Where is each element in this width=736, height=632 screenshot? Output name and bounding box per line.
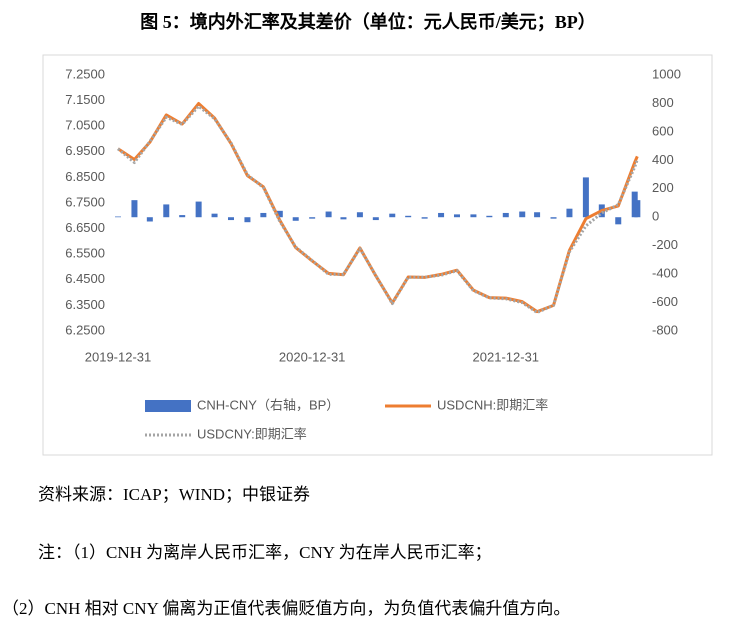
bar: [276, 210, 283, 218]
y2-tick-label: -600: [652, 294, 678, 309]
bar: [292, 217, 299, 221]
chart: 6.2500 6.3500 6.4500 6.5500 6.6500 6.7500 6.85…: [42, 54, 713, 456]
legend-label: USDCNH:即期汇率: [437, 397, 548, 412]
bar: [550, 217, 557, 219]
bar: [502, 212, 509, 218]
y2-tick-label: -200: [652, 237, 678, 252]
bar: [453, 214, 460, 218]
y-tick-label: 6.4500: [65, 271, 105, 286]
bar: [438, 212, 445, 218]
bar: [227, 217, 234, 221]
bar: [146, 217, 153, 222]
y2-tick-label: 1000: [652, 66, 681, 81]
y-tick-label: 7.2500: [65, 66, 105, 81]
bar: [615, 217, 622, 225]
bar: [115, 216, 121, 218]
bar: [195, 201, 202, 218]
bar: [582, 177, 589, 218]
bar: [372, 217, 379, 221]
bar: [519, 211, 526, 218]
y-tick-label: 6.8500: [65, 169, 105, 184]
y-tick-label: 6.7500: [65, 194, 105, 209]
y2-tick-label: -400: [652, 266, 678, 281]
legend-swatch: [145, 400, 191, 412]
bar: [634, 200, 641, 218]
y2-tick-label: 400: [652, 152, 674, 167]
bar: [325, 211, 332, 218]
y-tick-label: 6.5500: [65, 246, 105, 261]
bar: [534, 212, 541, 218]
y2-tick-label: 600: [652, 123, 674, 138]
bar: [179, 215, 186, 218]
y2-tick-label: 0: [652, 209, 659, 224]
y2-tick-label: 200: [652, 180, 674, 195]
chart-frame: [42, 54, 713, 456]
y-tick-label: 6.9500: [65, 143, 105, 158]
y-tick-label: 6.3500: [65, 297, 105, 312]
bar: [486, 215, 493, 218]
y-tick-label: 6.2500: [65, 322, 105, 337]
y2-tick-label: -800: [652, 322, 678, 337]
legend-label: CNH-CNY（右轴，BP）: [197, 397, 339, 412]
bar: [421, 217, 428, 219]
y-tick-label: 7.0500: [65, 118, 105, 133]
x-tick-label: 2019-12-31: [85, 349, 152, 364]
chart-title: 图 5：境内外汇率及其差价（单位：元人民币/美元；BP）: [140, 12, 596, 32]
y2-tick-label: 800: [652, 95, 674, 110]
bar: [260, 212, 267, 218]
legend-label: USDCNY:即期汇率: [197, 426, 307, 441]
bar: [356, 212, 363, 218]
bar: [131, 200, 138, 218]
bar: [244, 217, 251, 223]
bar: [405, 215, 412, 218]
bar: [163, 204, 170, 218]
bar: [309, 217, 316, 219]
source-note: 资料来源：ICAP；WIND；中银证券: [38, 485, 310, 504]
bar: [340, 217, 347, 220]
bar: [211, 213, 218, 218]
x-tick-label: 2021-12-31: [473, 349, 540, 364]
note-2: （2）CNH 相对 CNY 偏离为正值代表偏贬值方向，为负值代表偏升值方向。: [2, 599, 571, 618]
x-tick-label: 2020-12-31: [279, 349, 346, 364]
bar: [470, 214, 477, 218]
note-1: 注：（1）CNH 为离岸人民币汇率，CNY 为在岸人民币汇率；: [38, 543, 492, 562]
bar: [566, 208, 573, 218]
line: [117, 104, 639, 314]
y-tick-label: 7.1500: [65, 92, 105, 107]
bar: [389, 213, 396, 218]
y-tick-label: 6.6500: [65, 220, 105, 235]
